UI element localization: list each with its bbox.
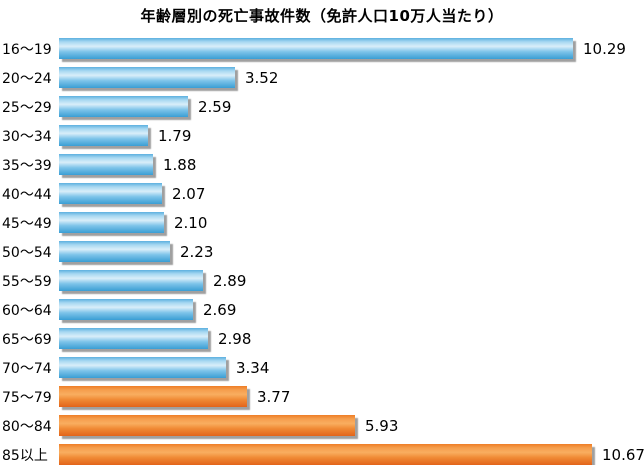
value-label: 10.29 xyxy=(583,39,626,58)
value-label: 2.10 xyxy=(174,213,208,232)
bar xyxy=(59,125,148,146)
bar xyxy=(59,299,193,320)
value-label: 2.98 xyxy=(218,329,252,348)
bar-row: 65〜69 2.98 xyxy=(0,328,251,349)
value-label: 2.07 xyxy=(172,184,206,203)
value-label: 2.59 xyxy=(198,97,232,116)
category-label: 16〜19 xyxy=(2,41,52,58)
bar xyxy=(59,154,153,175)
value-label: 5.93 xyxy=(365,416,399,435)
bar xyxy=(59,183,162,204)
category-label: 70〜74 xyxy=(2,360,52,377)
category-label: 85以上 xyxy=(2,447,48,464)
category-label: 60〜64 xyxy=(2,302,52,319)
value-label: 1.88 xyxy=(163,155,197,174)
bar-row: 50〜54 2.23 xyxy=(0,241,213,262)
category-label: 25〜29 xyxy=(2,99,52,116)
bar xyxy=(59,444,592,465)
bar-row: 70〜74 3.34 xyxy=(0,357,269,378)
bar xyxy=(59,212,164,233)
bar xyxy=(59,415,355,436)
value-label: 2.69 xyxy=(203,300,237,319)
bar-row: 35〜39 1.88 xyxy=(0,154,196,175)
category-label: 55〜59 xyxy=(2,273,52,290)
bar-row: 40〜44 2.07 xyxy=(0,183,205,204)
bar xyxy=(59,328,208,349)
category-label: 30〜34 xyxy=(2,128,52,145)
category-label: 75〜79 xyxy=(2,389,52,406)
category-label: 40〜44 xyxy=(2,186,52,203)
category-label: 80〜84 xyxy=(2,418,52,435)
category-label: 20〜24 xyxy=(2,70,52,87)
bar-row: 75〜79 3.77 xyxy=(0,386,290,407)
bar xyxy=(59,38,573,59)
bar-row: 30〜34 1.79 xyxy=(0,125,191,146)
bar xyxy=(59,386,247,407)
category-label: 35〜39 xyxy=(2,157,52,174)
bar xyxy=(59,241,170,262)
bar-row: 55〜59 2.89 xyxy=(0,270,246,291)
value-label: 2.23 xyxy=(180,242,214,261)
value-label: 10.67 xyxy=(602,445,644,464)
bar xyxy=(59,67,235,88)
bar-row: 25〜29 2.59 xyxy=(0,96,231,117)
bar xyxy=(59,357,226,378)
value-label: 1.79 xyxy=(158,126,192,145)
bar-row: 20〜24 3.52 xyxy=(0,67,278,88)
category-label: 50〜54 xyxy=(2,244,52,261)
category-label: 65〜69 xyxy=(2,331,52,348)
bar-row: 16〜19 10.29 xyxy=(0,38,626,59)
bar xyxy=(59,96,188,117)
bar-row: 45〜49 2.10 xyxy=(0,212,207,233)
value-label: 2.89 xyxy=(213,271,247,290)
category-label: 45〜49 xyxy=(2,215,52,232)
bar-row: 80〜84 5.93 xyxy=(0,415,398,436)
chart-title: 年齢層別の死亡事故件数（免許人口10万人当たり） xyxy=(140,7,504,25)
bar-row: 85以上 10.67 xyxy=(0,444,644,465)
value-label: 3.77 xyxy=(257,387,291,406)
value-label: 3.52 xyxy=(245,68,279,87)
value-label: 3.34 xyxy=(236,358,270,377)
bar-row: 60〜64 2.69 xyxy=(0,299,236,320)
bar xyxy=(59,270,203,291)
